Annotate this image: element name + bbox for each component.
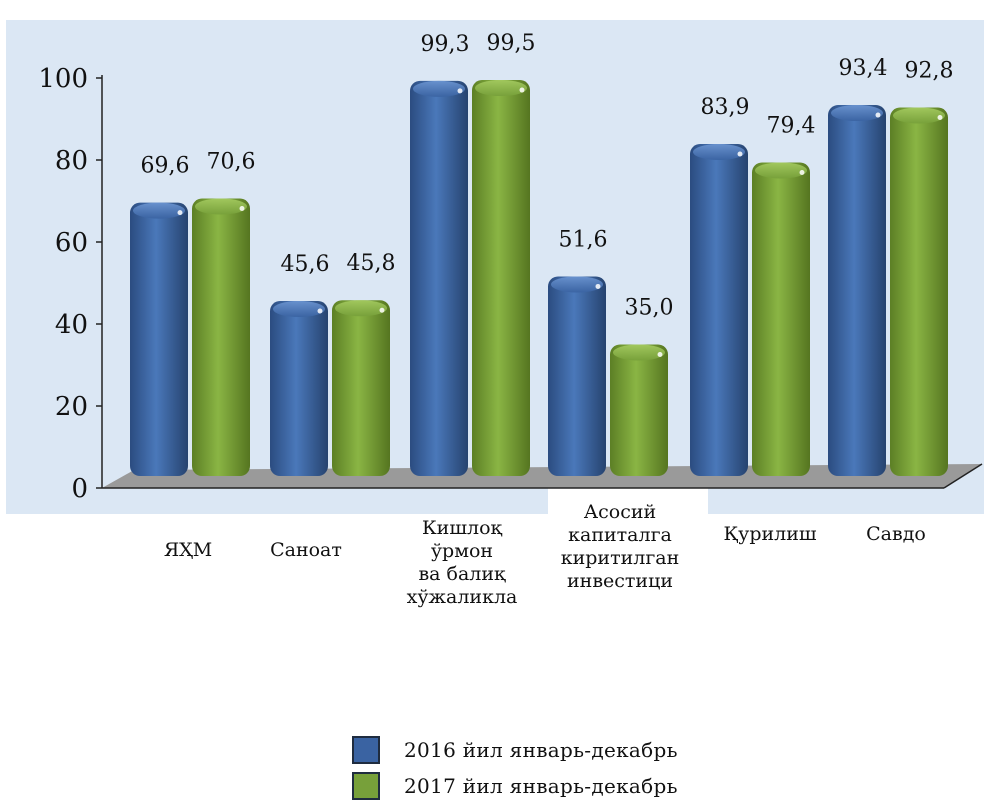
- data-label-2016-5: 93,4: [839, 56, 888, 81]
- x-category-label-1: Саноат: [270, 539, 342, 561]
- x-category-label-3: Асосий капиталга киритилган инвестици: [561, 501, 680, 592]
- bar-top-2016-3: [551, 276, 603, 293]
- bar-highlight: [239, 206, 245, 212]
- data-label-2017-0: 70,6: [207, 150, 256, 175]
- legend-item-2017: 2017 йил январь-декабрь: [352, 768, 678, 804]
- data-label-2016-3: 51,6: [559, 227, 608, 252]
- bar-2017-0: [192, 198, 250, 477]
- bar-2016-2: [410, 80, 468, 477]
- legend-swatch-2016: [352, 736, 380, 764]
- data-label-2016-1: 45,6: [281, 252, 330, 277]
- bar-highlight: [379, 307, 385, 313]
- bar-highlight: [657, 352, 663, 357]
- bar-top-2017-0: [195, 198, 247, 215]
- bar-top-2017-2: [475, 80, 527, 97]
- legend-swatch-2017: [352, 772, 380, 800]
- data-label-2017-2: 99,5: [487, 31, 536, 56]
- data-label-2017-4: 79,4: [767, 113, 816, 138]
- data-label-2017-3: 35,0: [625, 296, 674, 321]
- bar-2017-1: [332, 300, 390, 476]
- y-tick-label: 60: [55, 228, 88, 258]
- bar-2016-4: [690, 144, 748, 476]
- bar-2016-5: [828, 105, 886, 476]
- bar-top-2016-5: [831, 105, 883, 122]
- bar-2017-2: [472, 80, 530, 477]
- bar-top-2017-1: [335, 300, 387, 317]
- legend-item-2016: 2016 йил январь-декабрь: [352, 732, 678, 768]
- bar-top-2017-3: [613, 344, 665, 361]
- y-tick-label: 40: [55, 310, 88, 340]
- bar-highlight: [317, 308, 323, 314]
- y-tick-label: 0: [71, 474, 88, 504]
- bar-2017-5: [890, 107, 948, 477]
- bar-2016-0: [130, 202, 188, 476]
- floor-edge-line: [943, 463, 983, 489]
- bar-top-2016-2: [413, 80, 465, 97]
- legend: 2016 йил январь-декабрь 2017 йил январь-…: [352, 732, 678, 804]
- bar-top-2016-0: [133, 202, 185, 219]
- bar-highlight: [519, 87, 525, 93]
- bar-top-2016-4: [693, 144, 745, 161]
- y-tick-label: 20: [55, 392, 88, 422]
- bar-2017-4: [752, 162, 810, 476]
- bar-highlight: [595, 283, 601, 289]
- x-category-label-2: Кишлоқ ўрмон ва балиқ хўжаликла: [407, 517, 518, 608]
- bar-highlight: [799, 169, 805, 175]
- bar-2016-3: [548, 276, 606, 476]
- bar-highlight: [457, 88, 463, 94]
- x-category-label-0: ЯҲМ: [164, 539, 212, 561]
- legend-label-2017: 2017 йил январь-декабрь: [404, 774, 678, 798]
- bar-highlight: [937, 115, 943, 121]
- bar-highlight: [737, 151, 743, 157]
- bar-top-2016-1: [273, 301, 325, 318]
- data-label-2016-2: 99,3: [421, 32, 470, 57]
- legend-label-2016: 2016 йил январь-декабрь: [404, 738, 678, 762]
- data-label-2017-5: 92,8: [905, 59, 954, 84]
- bar-top-2017-4: [755, 162, 807, 179]
- x-category-label-4: Қурилиш: [723, 523, 816, 545]
- y-tick-label: 100: [38, 64, 88, 94]
- data-label-2017-1: 45,8: [347, 251, 396, 276]
- bar-top-2017-5: [893, 107, 945, 124]
- bar-highlight: [875, 112, 881, 118]
- x-category-label-5: Савдо: [866, 523, 926, 545]
- bar-2017-3: [610, 344, 668, 476]
- bar-2016-1: [270, 301, 328, 476]
- data-label-2016-4: 83,9: [701, 95, 750, 120]
- data-label-2016-0: 69,6: [141, 154, 190, 179]
- y-tick-label: 80: [55, 146, 88, 176]
- bar-highlight: [177, 210, 183, 216]
